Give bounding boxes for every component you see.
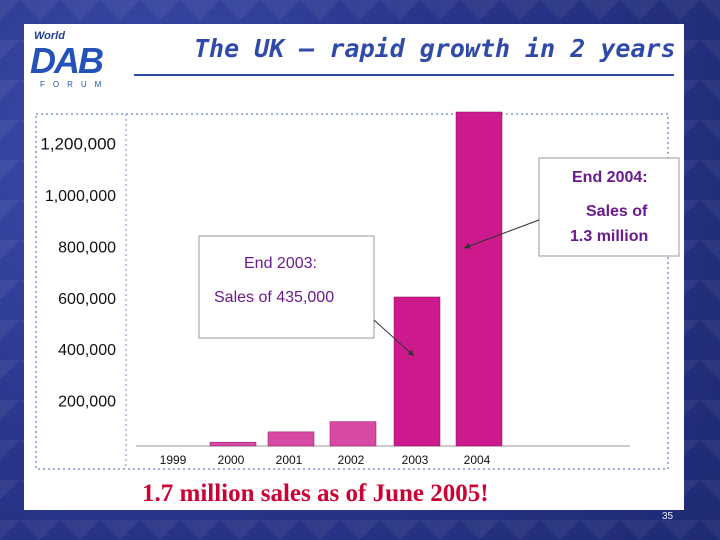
annotation-2003-text: Sales of 435,000 [214,289,334,306]
annotation-2004-title: End 2004: [572,169,648,186]
bar-2004 [455,111,503,447]
footer-headline: 1.7 million sales as of June 2005! [142,480,489,507]
slide: World DAB FORUM The UK – rapid growth in… [24,24,684,510]
logo-world-text: World [34,30,65,42]
x-tick-label: 2004 [464,453,491,467]
x-tick-label: 2001 [276,453,303,467]
x-tick-label: 2003 [402,453,429,467]
y-tick-label: 800,000 [58,239,116,256]
bar-2003 [393,296,441,447]
annotation-2003-title: End 2003: [244,255,317,272]
y-tick-label: 400,000 [58,342,116,359]
y-tick-label: 600,000 [58,291,116,308]
world-dab-forum-logo: World DAB FORUM [24,24,134,94]
slide-title: The UK – rapid growth in 2 years [194,34,676,63]
logo-forum-text: FORUM [40,80,110,89]
annotation-box-2004 [538,157,680,257]
y-tick-label: 1,000,000 [45,188,116,205]
bar-2000 [209,441,257,447]
page-number: 35 [662,511,674,522]
annotation-box-2003 [198,235,375,339]
x-tick-label: 2002 [338,453,365,467]
y-tick-label: 200,000 [58,394,116,411]
title-divider [134,74,674,76]
annotation-2004-arrow [463,219,540,249]
bar-2001 [267,431,315,447]
x-tick-label: 1999 [160,453,187,467]
logo-dab-text: DAB [30,40,104,81]
annotation-2004-line1: Sales of [586,203,648,220]
annotation-2004-line2: 1.3 million [570,228,648,245]
x-tick-label: 2000 [218,453,245,467]
annotation-2003-arrow [373,319,415,357]
chart-frame [35,113,669,470]
y-tick-label: 1,200,000 [40,135,116,154]
bar-2002 [329,421,377,447]
sales-bar-chart: 200,000 400,000 600,000 800,000 1,000,000 1,2… [35,111,680,470]
